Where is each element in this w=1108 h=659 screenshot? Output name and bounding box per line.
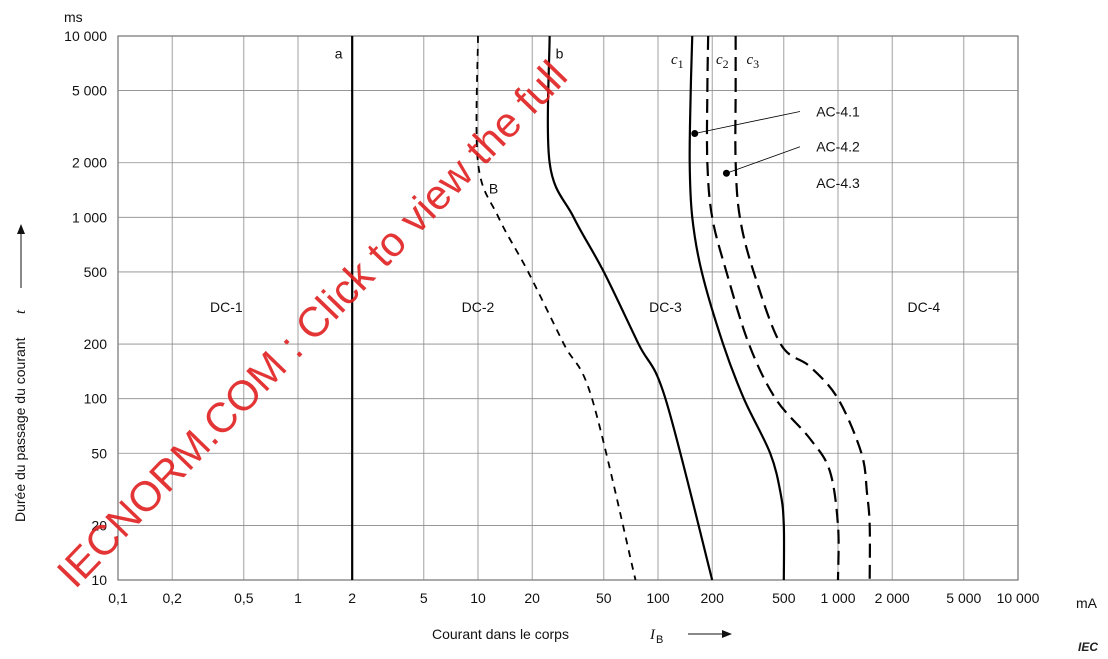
x-axis-label-text: Courant dans le corps — [432, 626, 569, 642]
series-line-c1 — [688, 35, 786, 581]
y-tick-label: 10 000 — [64, 28, 107, 44]
x-tick-label: 0,1 — [108, 590, 128, 606]
region-label: DC-4 — [908, 299, 941, 315]
x-tick-label: 200 — [701, 590, 725, 606]
y-tick-label: 2 000 — [72, 155, 107, 171]
region-label: AC-4.3 — [816, 175, 860, 191]
x-tick-label: 10 000 — [997, 590, 1040, 606]
curve-label-c3: c3 — [746, 52, 759, 71]
region-label: DC-2 — [462, 299, 495, 315]
callout-label: AC-4.1 — [816, 103, 860, 119]
x-tick-label: 20 — [524, 590, 540, 606]
grid — [117, 35, 1019, 581]
curve-label-c1: c1 — [671, 52, 684, 71]
series-line-c3 — [734, 36, 871, 581]
series-line-B — [475, 35, 637, 581]
watermark: IECNORM.COM : Click to view the full — [48, 52, 576, 597]
tick-labels: 0,1 0,2 0,5 1 2 5 10 20 50 100 200 500 1 000 2 000 5 0… — [64, 28, 1039, 606]
region-label: DC-1 — [210, 299, 243, 315]
x-axis-label: Courant dans le corps I B — [432, 626, 732, 646]
region-label: DC-3 — [649, 299, 682, 315]
x-tick-label: 500 — [772, 590, 796, 606]
x-tick-label: 0,2 — [162, 590, 182, 606]
x-tick-label: 1 000 — [820, 590, 855, 606]
x-tick-label: 2 000 — [875, 590, 910, 606]
x-axis-label-sub: B — [656, 634, 663, 646]
plot-frame — [117, 35, 1019, 581]
callout-leader — [726, 146, 801, 174]
x-tick-label: 10 — [470, 590, 486, 606]
callout-leader — [694, 111, 801, 134]
x-tick-label: 5 — [420, 590, 428, 606]
y-tick-label: 100 — [84, 391, 108, 407]
x-axis-label-symbol: I — [649, 627, 656, 643]
x-tick-label: 100 — [646, 590, 670, 606]
x-axis-arrow-head — [722, 630, 732, 638]
x-tick-label: 2 — [348, 590, 356, 606]
series-group — [351, 35, 871, 581]
curve-label-c2: c2 — [716, 52, 729, 71]
y-axis-label: Durée du passage du courant t — [12, 224, 29, 522]
x-unit: mA — [1076, 595, 1098, 611]
x-tick-label: 1 — [294, 590, 302, 606]
curve-label-b: b — [556, 46, 564, 62]
chart-labels: a b Bc1 c2 c3 DC-1 DC-2 DC-3 DC-4 AC-4.3 AC-4.1 AC-… — [210, 46, 940, 315]
x-tick-label: 50 — [596, 590, 612, 606]
y-tick-label: 1 000 — [72, 209, 107, 225]
series-line-b — [546, 35, 714, 581]
y-tick-label: 500 — [84, 264, 108, 280]
y-tick-label: 50 — [91, 445, 107, 461]
x-tick-label: 0,5 — [234, 590, 254, 606]
y-axis-label-text: Durée du passage du courant — [12, 337, 28, 522]
y-tick-label: 10 — [91, 572, 107, 588]
corner-tag: IEC — [1078, 640, 1098, 654]
y-unit: ms — [64, 9, 83, 25]
callout-label: AC-4.2 — [816, 139, 860, 155]
y-axis-label-symbol: t — [13, 309, 29, 314]
curve-label-B: B — [489, 181, 498, 197]
y-tick-label: 5 000 — [72, 83, 107, 99]
y-axis-arrow-head — [17, 224, 25, 234]
x-tick-label: 5 000 — [946, 590, 981, 606]
y-tick-label: 200 — [84, 336, 108, 352]
curve-label-a: a — [335, 46, 343, 62]
y-tick-label: 20 — [91, 517, 107, 533]
